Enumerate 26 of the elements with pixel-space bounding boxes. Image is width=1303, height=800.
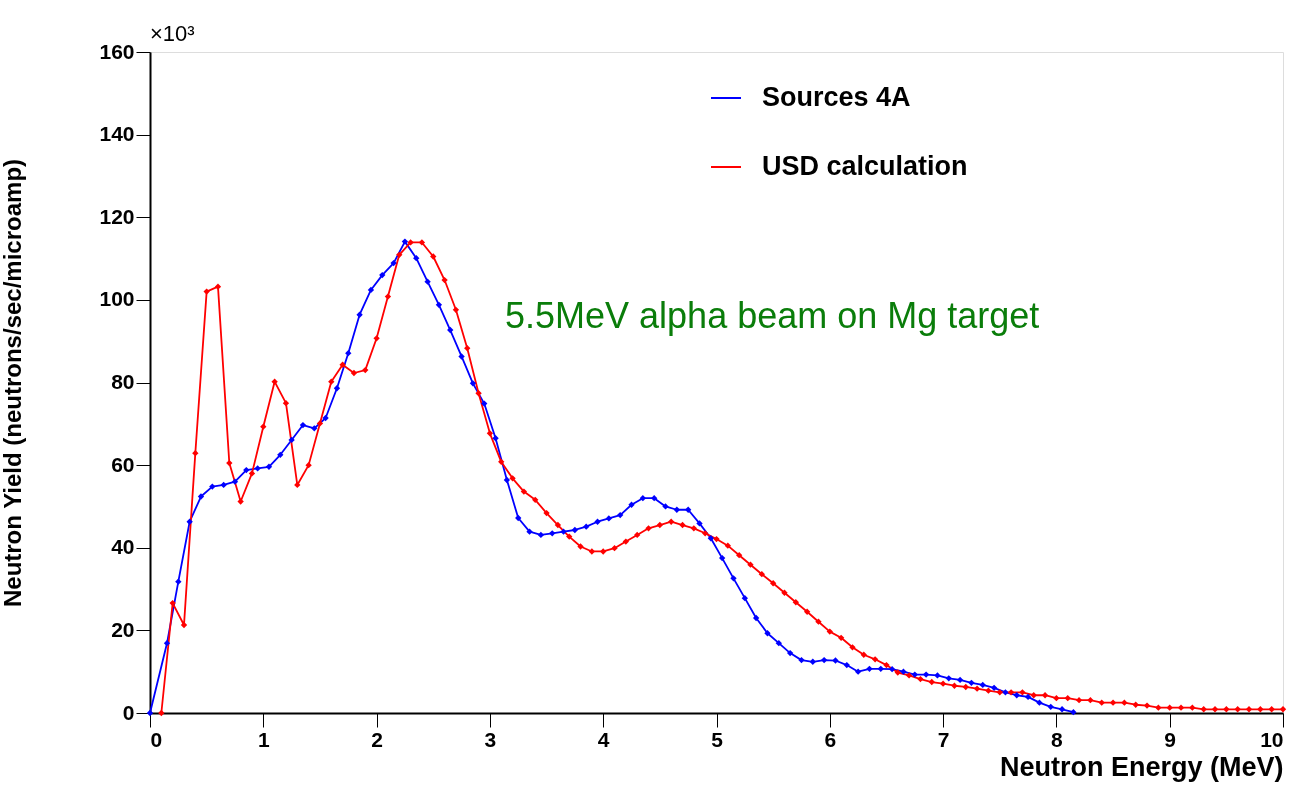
y-tick-label: 160 [99, 39, 135, 63]
legend-label: USD calculation [762, 151, 968, 181]
y-tick-label: 40 [111, 535, 135, 559]
x-tick-label: 7 [937, 727, 950, 751]
y-tick-label: 60 [111, 452, 135, 476]
x-tick-label: 2 [371, 727, 383, 751]
y-axis-title: Neutron Yield (neutrons/sec/microamp) [0, 158, 26, 608]
y-tick-label: 100 [99, 287, 135, 311]
x-tick-label: 5 [711, 727, 724, 751]
y-tick-label: 20 [111, 617, 135, 641]
x-tick-label: 6 [824, 727, 837, 751]
x-axis-title: Neutron Energy (MeV) [999, 751, 1284, 782]
x-tick-label: 0 [150, 727, 163, 751]
annotation: 5.5MeV alpha beam on Mg target [505, 295, 1040, 336]
text: ×10³ [150, 21, 195, 46]
y-tick-label: 0 [122, 700, 135, 724]
x-tick-label: 8 [1051, 727, 1064, 751]
legend-label: Sources 4A [762, 82, 911, 112]
y-tick-label: 80 [111, 370, 135, 393]
x-tick-label: 10 [1260, 727, 1284, 751]
y-tick-label: 120 [99, 204, 135, 228]
x-tick-label: 3 [484, 727, 497, 751]
y-tick-label: 140 [99, 122, 135, 146]
x-tick-label: 9 [1164, 727, 1177, 751]
x-tick-label: 4 [597, 727, 610, 751]
x-tick-label: 1 [257, 727, 270, 751]
